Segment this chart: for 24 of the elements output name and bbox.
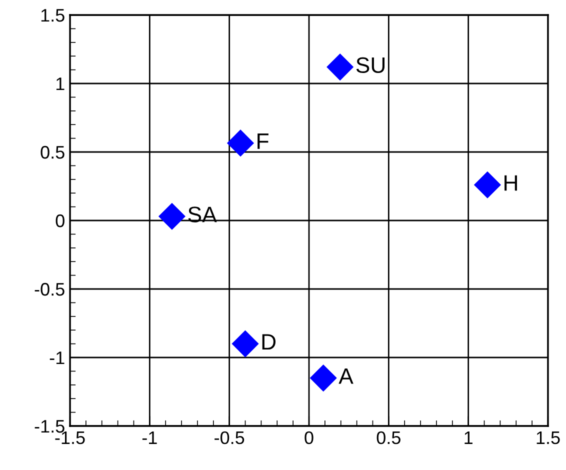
x-tick-label: -1 — [142, 432, 157, 444]
y-tick-label: 1 — [56, 78, 64, 90]
point — [158, 202, 186, 230]
annotation: D — [262, 334, 276, 350]
x-tick-label: 1.5 — [536, 432, 560, 444]
point — [232, 330, 259, 358]
y-tick-label: 1.5 — [41, 9, 64, 22]
x-tick-label: -0.5 — [214, 431, 244, 444]
point — [310, 364, 337, 392]
y-tick-label: 0.5 — [40, 146, 64, 159]
annotation: A — [338, 368, 354, 384]
point — [226, 130, 254, 157]
annotation: SU — [356, 57, 385, 74]
x-tick-label: 1 — [464, 432, 472, 444]
x-tick-label: 0 — [304, 431, 314, 444]
point — [474, 171, 501, 198]
x-tick-label: 0.5 — [376, 431, 400, 444]
y-tick-label: -0.5 — [34, 282, 64, 296]
y-tick-label: 0 — [56, 214, 64, 228]
annotation: H — [504, 175, 517, 191]
annotation: F — [258, 134, 268, 149]
y-tick-label: -1.5 — [34, 420, 64, 433]
y-tick-label: -1 — [50, 352, 64, 364]
point — [326, 54, 354, 81]
